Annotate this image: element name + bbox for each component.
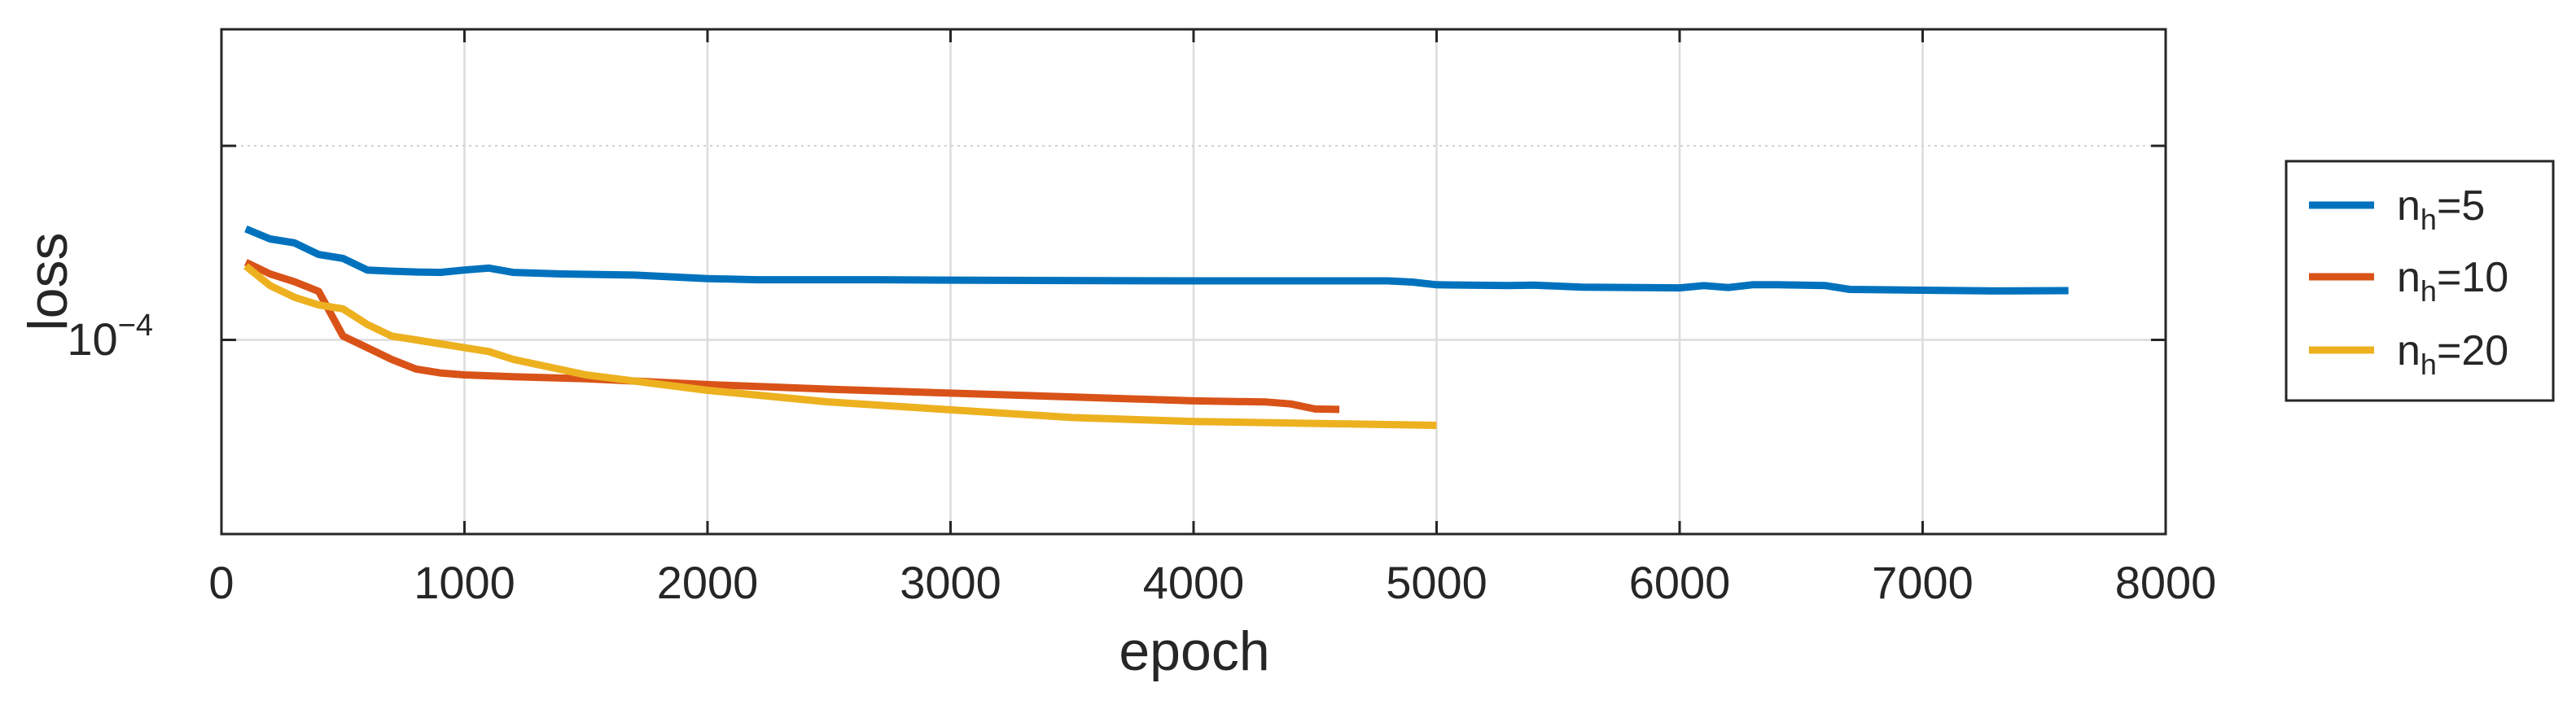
- x-tick-label: 7000: [1872, 557, 1974, 608]
- legend-label-nh10: nh=10: [2397, 254, 2508, 308]
- x-tick-label: 2000: [657, 557, 759, 608]
- x-tick-label: 3000: [900, 557, 1001, 608]
- x-tick-label: 8000: [2115, 557, 2217, 608]
- series-line-2: [243, 263, 1437, 429]
- legend: nh=5 nh=10 nh=20: [2285, 160, 2555, 402]
- x-tick-label: 0: [208, 557, 234, 608]
- series-line-0: [244, 225, 2069, 295]
- plot-area: 0 1000 2000 3000 4000 5000 6000 7000 8000: [208, 28, 2217, 608]
- y-tick-label: 10−4: [67, 309, 153, 365]
- x-tick-label: 4000: [1143, 557, 1245, 608]
- legend-label-nh20: nh=20: [2397, 327, 2508, 381]
- legend-label-nh5: nh=5: [2397, 182, 2485, 236]
- y-axis-title: loss: [17, 233, 79, 331]
- x-tick-label: 5000: [1386, 557, 1487, 608]
- x-axis-title: epoch: [1119, 620, 1269, 682]
- x-tick-label: 1000: [414, 557, 515, 608]
- legend-box: [2285, 160, 2555, 402]
- x-tick-label: 6000: [1629, 557, 1731, 608]
